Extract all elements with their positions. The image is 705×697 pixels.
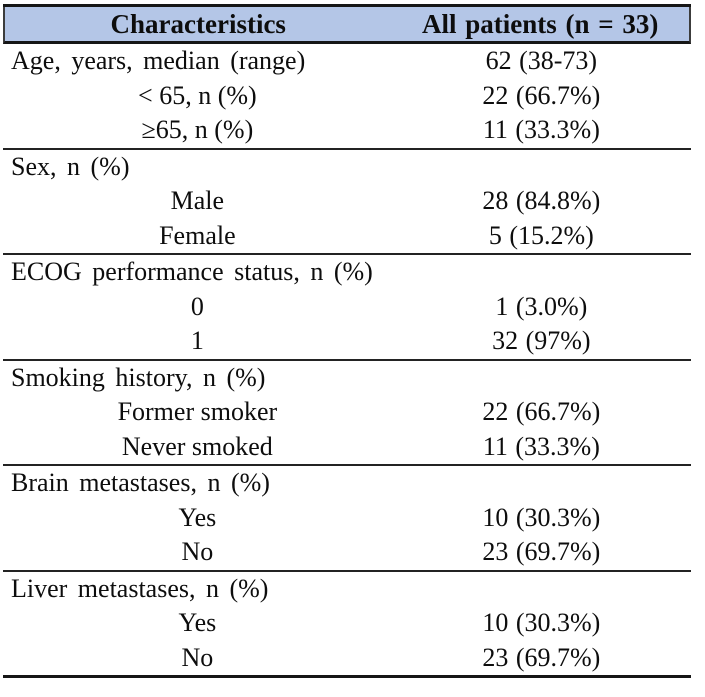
row-label: No	[181, 537, 214, 566]
row-value	[392, 361, 691, 396]
table-row: Never smoked 11 (33.3%)	[3, 430, 691, 465]
row-value: 10 (30.3%)	[482, 608, 601, 637]
row-value	[392, 466, 691, 501]
row-label: Brain metastases, n (%)	[11, 468, 270, 497]
row-label: Male	[170, 186, 225, 215]
row-value: 62 (38-73)	[485, 46, 598, 75]
table-row: Former smoker 22 (66.7%)	[3, 395, 691, 430]
patient-characteristics-table: Characteristics All patients (n = 33) Ag…	[3, 4, 691, 678]
row-value: 1 (3.0%)	[495, 291, 588, 321]
row-label: Age, years, median (range)	[11, 46, 306, 75]
row-value: 28 (84.8%)	[482, 186, 601, 215]
row-label: 1	[190, 326, 204, 355]
row-label: Yes	[178, 608, 217, 637]
table-row: ≥65, n (%) 11 (33.3%)	[3, 113, 691, 148]
row-value: 22 (66.7%)	[482, 80, 601, 110]
row-value: 23 (69.7%)	[482, 642, 601, 672]
table-row: Liver metastases, n (%)	[3, 572, 691, 607]
row-label: 0	[190, 291, 204, 321]
row-value: 22 (66.7%)	[482, 397, 601, 426]
table-row: Female 5 (15.2%)	[3, 219, 691, 254]
row-label: Former smoker	[117, 397, 278, 426]
section-smoking: Smoking history, n (%) Former smoker 22 …	[3, 358, 691, 465]
row-label: Female	[159, 220, 236, 250]
table-row: Age, years, median (range) 62 (38-73)	[3, 44, 691, 79]
row-label: ECOG performance status, n (%)	[11, 257, 373, 286]
table-row: Yes 10 (30.3%)	[3, 501, 691, 536]
row-value: 23 (69.7%)	[482, 537, 601, 566]
row-value	[392, 255, 691, 290]
table-row: Smoking history, n (%)	[3, 361, 691, 396]
row-label: Yes	[178, 502, 217, 532]
row-label: No	[181, 642, 214, 672]
table-row: < 65, n (%) 22 (66.7%)	[3, 79, 691, 114]
column-header-all-patients: All patients (n = 33)	[422, 9, 659, 39]
row-value: 11 (33.3%)	[482, 431, 600, 461]
table-row: ECOG performance status, n (%)	[3, 255, 691, 290]
table-row: Male 28 (84.8%)	[3, 184, 691, 219]
section-ecog: ECOG performance status, n (%) 0 1 (3.0%…	[3, 253, 691, 359]
row-value: 5 (15.2%)	[488, 220, 594, 250]
table-row: No 23 (69.7%)	[3, 535, 691, 570]
table-row: 0 1 (3.0%)	[3, 290, 691, 325]
table-header-row: Characteristics All patients (n = 33)	[3, 7, 691, 44]
row-label: Sex, n (%)	[11, 151, 130, 181]
row-label: < 65, n (%)	[138, 80, 257, 110]
row-label: Smoking history, n (%)	[11, 362, 266, 392]
section-brain-metastases: Brain metastases, n (%) Yes 10 (30.3%) N…	[3, 464, 691, 570]
row-label: Liver metastases, n (%)	[11, 573, 269, 603]
table-row: 1 32 (97%)	[3, 324, 691, 359]
row-value: 10 (30.3%)	[482, 502, 601, 532]
row-value: 11 (33.3%)	[482, 115, 600, 144]
row-label: ≥65, n (%)	[141, 115, 254, 144]
table-row: No 23 (69.7%)	[3, 641, 691, 676]
table-row: Brain metastases, n (%)	[3, 466, 691, 501]
table-row: Yes 10 (30.3%)	[3, 606, 691, 641]
table-row: Sex, n (%)	[3, 150, 691, 185]
row-label: Never smoked	[121, 431, 273, 461]
section-sex: Sex, n (%) Male 28 (84.8%) Female 5 (15.…	[3, 147, 691, 254]
row-value	[392, 150, 691, 185]
section-age: Age, years, median (range) 62 (38-73) < …	[3, 44, 691, 148]
row-value	[392, 572, 691, 607]
column-header-characteristics: Characteristics	[110, 9, 286, 39]
row-value: 32 (97%)	[492, 326, 591, 355]
section-liver-metastases: Liver metastases, n (%) Yes 10 (30.3%) N…	[3, 569, 691, 676]
